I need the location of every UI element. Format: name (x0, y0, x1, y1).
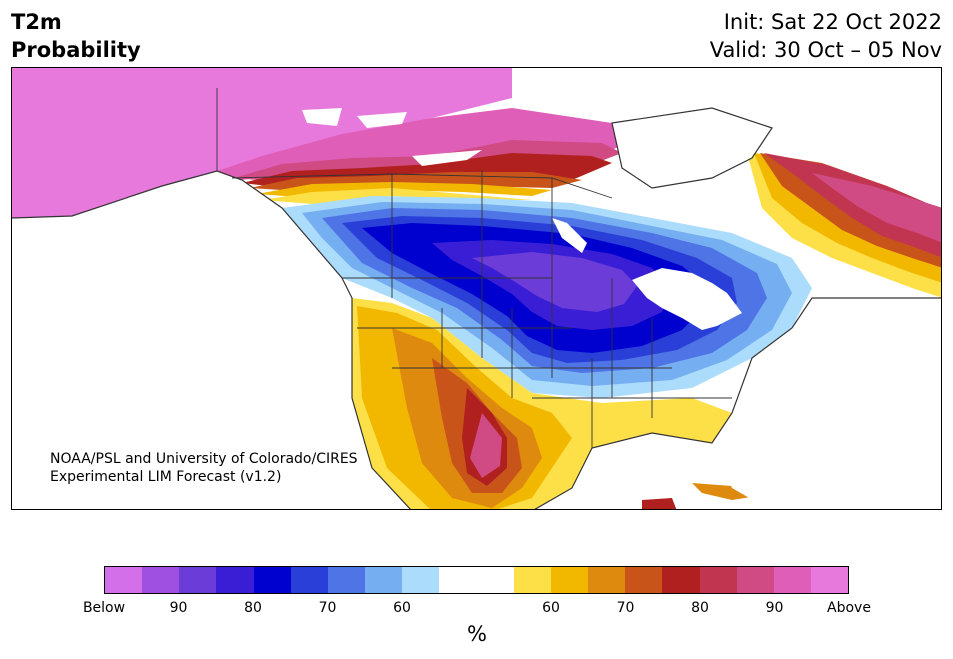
map-panel: NOAA/PSL and University of Colorado/CIRE… (11, 67, 942, 510)
arctic-white (652, 68, 941, 118)
title-line-1: T2m (11, 10, 62, 34)
border-lines (216, 88, 732, 448)
colorbar-swatch (439, 567, 477, 593)
forecast-dates: Init: Sat 22 Oct 2022 Valid: 30 Oct – 05… (710, 8, 942, 64)
colorbar-swatch (736, 567, 774, 593)
pacific-ocean (12, 171, 411, 509)
map-title: T2m Probability (11, 8, 141, 64)
colorbar-swatch (290, 567, 328, 593)
colorbar-swatch (105, 567, 143, 593)
colorbar-swatch (327, 567, 366, 593)
colorbar-swatch (550, 567, 589, 593)
cuba-region (692, 483, 757, 500)
colorbar-swatch (810, 567, 849, 593)
colorbar-swatch (625, 567, 663, 593)
great-lakes (632, 268, 742, 330)
colorbar-swatch (476, 567, 514, 593)
credit-line-1: NOAA/PSL and University of Colorado/CIRE… (50, 451, 358, 467)
colorbar-swatch (699, 567, 737, 593)
title-line-2: Probability (11, 38, 141, 62)
coastline (12, 107, 941, 509)
colorbar-tick-label: 70 (318, 600, 337, 616)
colorbar-swatch (216, 567, 254, 593)
colorbar-swatch (142, 567, 180, 593)
colorbar-swatch (179, 567, 217, 593)
credit-line-2: Experimental LIM Forecast (v1.2) (50, 469, 282, 485)
alaska-above-region (12, 68, 512, 218)
colorbar-tick-label: Below (82, 600, 126, 616)
colorbar-tick-label: 90 (169, 600, 188, 616)
probability-map (12, 68, 941, 509)
colorbar-swatch (365, 567, 403, 593)
credit-text: NOAA/PSL and University of Colorado/CIRE… (50, 450, 358, 486)
colorbar-tick-label: 80 (691, 600, 709, 616)
colorbar (104, 566, 849, 594)
colorbar-tick-label: 60 (542, 600, 560, 616)
colorbar-swatch (402, 567, 440, 593)
colorbar-unit: % (467, 622, 487, 646)
valid-dates: Valid: 30 Oct – 05 Nov (709, 38, 942, 62)
colorbar-tick-label: 60 (393, 600, 411, 616)
init-date: Init: Sat 22 Oct 2022 (723, 10, 942, 34)
colorbar-swatch (513, 567, 551, 593)
colorbar-tick-label: 90 (765, 600, 784, 616)
colorbar-tick-label: Above (827, 600, 871, 616)
colorbar-swatch (773, 567, 811, 593)
colorbar-swatch (588, 567, 626, 593)
atlantic-ocean (712, 298, 941, 509)
colorbar-swatch (253, 567, 291, 593)
colorbar-tick-label: 70 (616, 600, 635, 616)
colorbar-swatch (662, 567, 700, 593)
colorbar-tick-label: 80 (244, 600, 262, 616)
